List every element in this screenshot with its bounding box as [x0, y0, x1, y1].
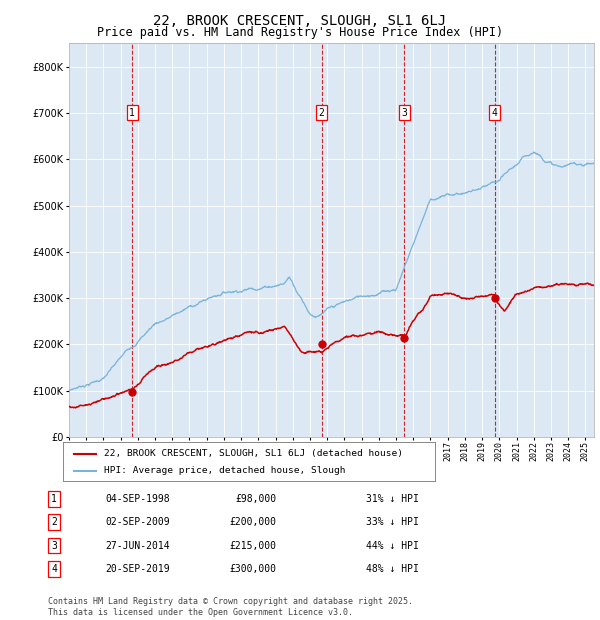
Text: 44% ↓ HPI: 44% ↓ HPI	[366, 541, 419, 551]
Point	[490, 293, 499, 303]
Text: 22, BROOK CRESCENT, SLOUGH, SL1 6LJ: 22, BROOK CRESCENT, SLOUGH, SL1 6LJ	[154, 14, 446, 28]
Text: £200,000: £200,000	[229, 517, 276, 527]
Text: 27-JUN-2014: 27-JUN-2014	[105, 541, 170, 551]
Text: £300,000: £300,000	[229, 564, 276, 574]
Text: 20-SEP-2019: 20-SEP-2019	[105, 564, 170, 574]
Text: 04-SEP-1998: 04-SEP-1998	[105, 494, 170, 504]
Point	[400, 332, 409, 342]
Text: 33% ↓ HPI: 33% ↓ HPI	[366, 517, 419, 527]
Text: 1: 1	[129, 108, 135, 118]
Text: 31% ↓ HPI: 31% ↓ HPI	[366, 494, 419, 504]
Text: 48% ↓ HPI: 48% ↓ HPI	[366, 564, 419, 574]
Text: Contains HM Land Registry data © Crown copyright and database right 2025.
This d: Contains HM Land Registry data © Crown c…	[48, 598, 413, 617]
Point	[127, 387, 137, 397]
Text: 22, BROOK CRESCENT, SLOUGH, SL1 6LJ (detached house): 22, BROOK CRESCENT, SLOUGH, SL1 6LJ (det…	[104, 449, 403, 458]
Text: 4: 4	[51, 564, 57, 574]
Text: £98,000: £98,000	[235, 494, 276, 504]
Text: 02-SEP-2009: 02-SEP-2009	[105, 517, 170, 527]
Text: 3: 3	[401, 108, 407, 118]
Text: 2: 2	[319, 108, 325, 118]
Text: 1: 1	[51, 494, 57, 504]
Text: £215,000: £215,000	[229, 541, 276, 551]
Text: Price paid vs. HM Land Registry's House Price Index (HPI): Price paid vs. HM Land Registry's House …	[97, 26, 503, 39]
Text: 4: 4	[491, 108, 497, 118]
Point	[317, 340, 326, 350]
Text: HPI: Average price, detached house, Slough: HPI: Average price, detached house, Slou…	[104, 466, 346, 476]
Text: 3: 3	[51, 541, 57, 551]
Text: 2: 2	[51, 517, 57, 527]
